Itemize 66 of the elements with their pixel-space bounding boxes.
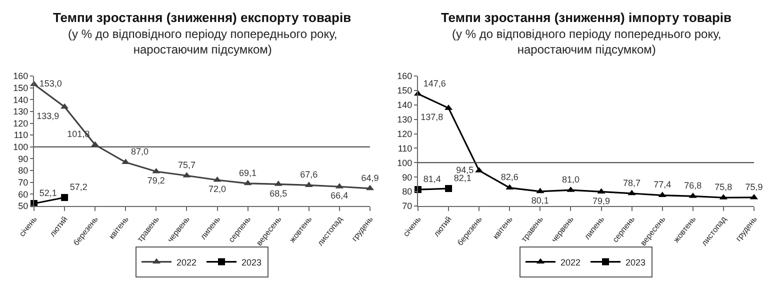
- data-label: 67,6: [300, 170, 318, 180]
- y-tick-label: 160: [397, 71, 412, 82]
- y-tick-label: 80: [18, 166, 28, 176]
- data-label: 69,1: [239, 168, 257, 178]
- y-tick-label: 50: [18, 201, 28, 212]
- data-label: 137,8: [420, 112, 444, 122]
- data-label: 153,0: [39, 78, 62, 89]
- data-label: 81,4: [423, 174, 441, 184]
- data-label: 79,9: [592, 196, 610, 206]
- y-tick-label: 60: [18, 189, 28, 200]
- y-tick-label: 110: [14, 130, 28, 140]
- data-label: 94,5: [456, 164, 474, 175]
- data-label: 52,1: [39, 188, 57, 198]
- y-tick-label: 140: [13, 94, 28, 105]
- data-label: 147,6: [423, 78, 446, 88]
- point: [61, 194, 68, 201]
- data-label: 80,1: [531, 196, 549, 206]
- y-tick-label: 100: [397, 158, 412, 168]
- chart-subtitle: (у % до відповідного періоду попереднього року, наростаючим підсумком): [452, 27, 722, 57]
- data-label: 75,8: [714, 182, 732, 192]
- y-tick-label: 90: [402, 172, 412, 182]
- point: [244, 180, 252, 186]
- point: [658, 192, 666, 198]
- point: [152, 168, 160, 174]
- data-label: 133,9: [36, 110, 60, 121]
- data-label: 75,7: [178, 160, 196, 170]
- data-label: 81,0: [562, 174, 580, 184]
- y-tick-label: 150: [397, 86, 412, 96]
- point: [536, 188, 544, 194]
- y-tick-label: 120: [397, 128, 412, 139]
- point: [445, 185, 452, 192]
- y-tick-label: 120: [13, 118, 28, 128]
- point: [628, 190, 636, 196]
- data-label: 64,9: [361, 172, 379, 183]
- data-label: 79,2: [147, 176, 165, 186]
- legend-label: 2023: [242, 257, 262, 268]
- legend-label: 2022: [176, 257, 197, 268]
- y-tick-label: 140: [397, 100, 412, 110]
- data-label: 82,6: [500, 172, 518, 182]
- data-label: 87,0: [131, 146, 149, 157]
- y-tick-label: 70: [18, 178, 28, 188]
- y-tick-label: 110: [398, 143, 412, 154]
- data-label: 78,7: [623, 178, 641, 188]
- y-tick-label: 80: [402, 186, 412, 197]
- data-label: 72,0: [208, 184, 226, 194]
- y-tick-label: 70: [402, 201, 412, 212]
- data-label: 77,4: [654, 180, 672, 190]
- point: [506, 184, 514, 190]
- data-label: 57,2: [70, 182, 88, 192]
- legend-label: 2022: [560, 257, 581, 268]
- y-tick-label: 100: [13, 142, 28, 152]
- y-tick-label: 150: [13, 82, 28, 93]
- data-label: 76,8: [684, 180, 702, 191]
- legend-label: 2023: [626, 257, 646, 268]
- point: [60, 103, 69, 109]
- chart-title: Темпи зростання (зниження) імпорту товарів: [441, 10, 732, 25]
- data-label: 75,9: [745, 182, 763, 192]
- y-tick-label: 130: [397, 114, 412, 124]
- y-tick-label: 130: [13, 106, 28, 117]
- y-tick-label: 90: [18, 154, 28, 164]
- y-tick-label: 160: [13, 71, 28, 82]
- chart-title: Темпи зростання (зниження) експорту товарів: [53, 10, 352, 25]
- data-label: 68,5: [270, 188, 288, 198]
- chart-subtitle: (у % до відповідного періоду попереднього року, наростаючим підсумком): [68, 27, 338, 57]
- point: [91, 141, 100, 147]
- data-label: 66,4: [330, 190, 348, 201]
